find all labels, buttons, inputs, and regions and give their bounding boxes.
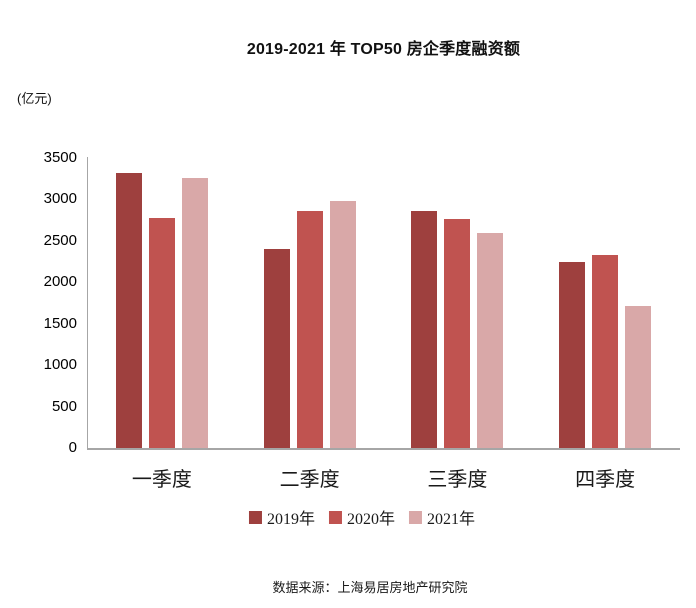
legend-swatch-2020 xyxy=(328,510,342,524)
bar-2020-q4 xyxy=(592,254,619,448)
x-axis-line xyxy=(86,448,680,450)
bar-2021-q3 xyxy=(477,232,504,448)
y-axis-unit-label: (亿元) xyxy=(17,91,52,106)
y-tick-label-3000: 3000 xyxy=(43,190,77,208)
y-tick-label-2000: 2000 xyxy=(43,273,77,291)
legend-item-2020: 2020年 xyxy=(328,505,396,529)
bar-2021-q1 xyxy=(181,177,208,448)
x-tick-label-q3: 三季度 xyxy=(427,469,488,491)
bar-2019-q3 xyxy=(411,211,438,448)
bar-2020-q2 xyxy=(296,211,323,448)
legend: 2019年 2020年 2021年 xyxy=(248,505,475,529)
x-tick-label-q2: 二季度 xyxy=(279,469,340,491)
chart-title: 2019-2021 年 TOP50 房企季度融资额 xyxy=(246,41,521,58)
y-tick-label-3500: 3500 xyxy=(43,149,77,166)
legend-item-2021: 2021年 xyxy=(409,505,475,529)
y-tick-label-1500: 1500 xyxy=(43,314,77,332)
plot-region xyxy=(88,158,679,448)
legend-swatch-2019 xyxy=(248,510,262,524)
legend-label-2020: 2020年 xyxy=(346,511,396,528)
y-tick-label-1000: 1000 xyxy=(43,356,77,374)
y-tick-label-500: 500 xyxy=(51,397,77,415)
y-axis-tick-labels: 0 500 1000 1500 2000 2500 3000 3500 xyxy=(0,0,77,608)
bar-2020-q1 xyxy=(148,217,175,448)
bar-2019-q2 xyxy=(263,249,290,448)
legend-label-2021: 2021年 xyxy=(427,511,476,528)
legend-label-2019: 2019年 xyxy=(266,511,315,528)
x-axis-tick-labels: 一季度 二季度 三季度 四季度 xyxy=(88,463,679,492)
bar-2021-q2 xyxy=(329,201,356,448)
legend-item-2019: 2019年 xyxy=(248,505,315,529)
x-tick-label-q1: 一季度 xyxy=(131,469,192,491)
bar-2019-q4 xyxy=(559,261,586,448)
legend-swatch-2021 xyxy=(409,510,423,524)
y-axis-line xyxy=(86,157,88,449)
y-tick-label-2500: 2500 xyxy=(43,231,77,249)
bar-2020-q3 xyxy=(444,219,471,448)
y-tick-label-0: 0 xyxy=(68,439,77,456)
bar-2019-q1 xyxy=(115,172,142,448)
bar-2021-q4 xyxy=(625,305,652,448)
x-tick-label-q4: 四季度 xyxy=(575,469,636,491)
source-note: 数据来源：上海易居房地产研究院 xyxy=(272,580,468,595)
